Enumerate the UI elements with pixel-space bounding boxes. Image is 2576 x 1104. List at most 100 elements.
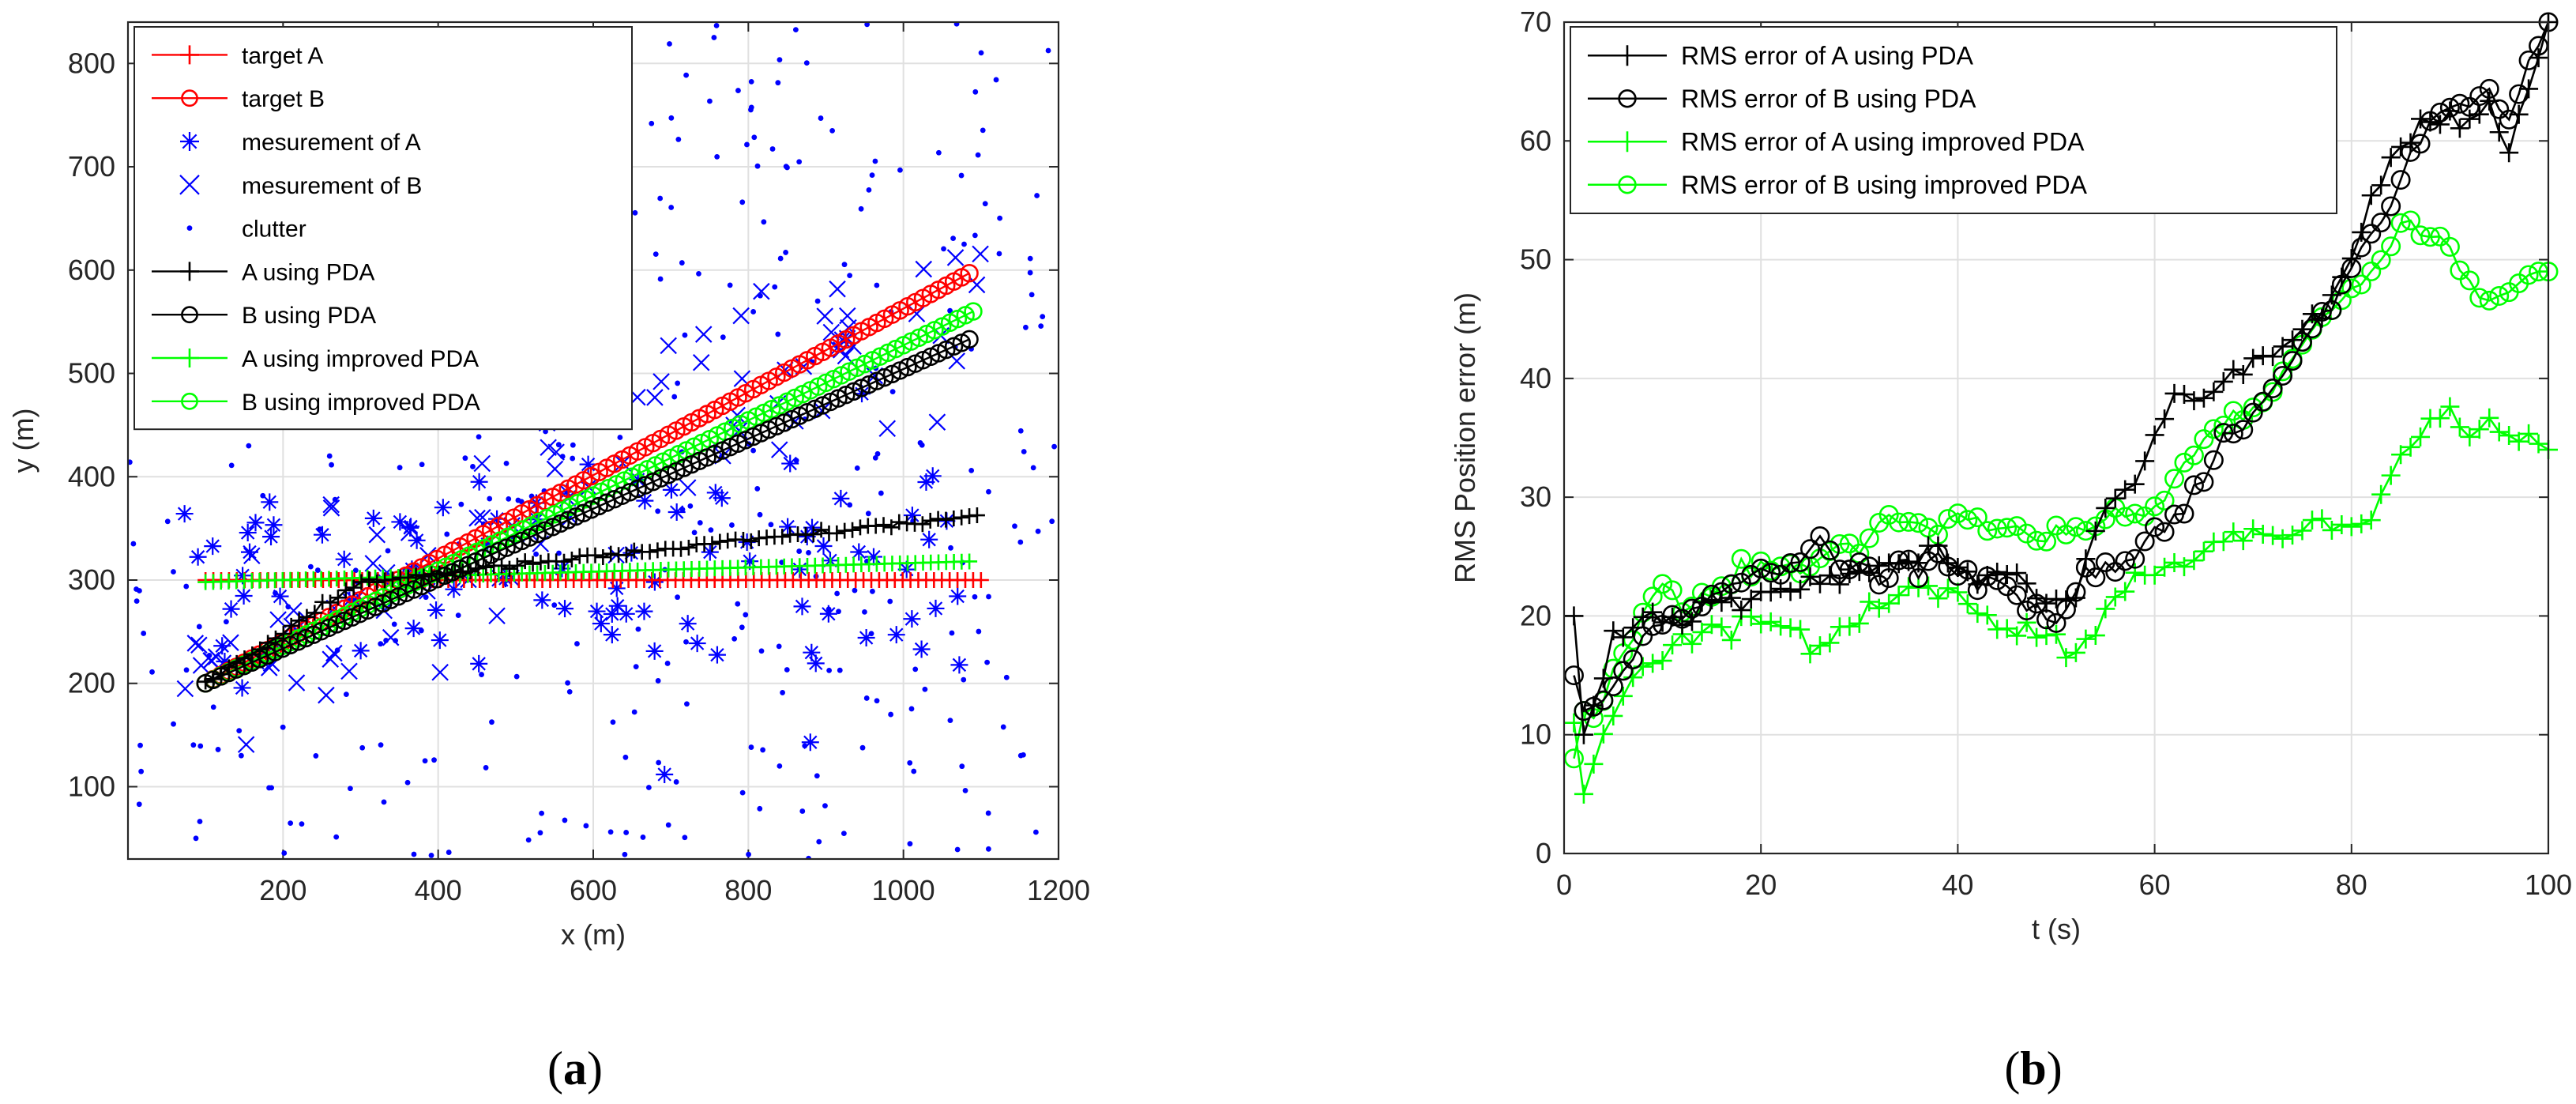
clutter-point bbox=[947, 307, 953, 314]
clutter-point bbox=[908, 706, 915, 712]
measurement-a-point bbox=[404, 620, 423, 638]
series-point bbox=[1574, 784, 1593, 804]
x-tick-label: 800 bbox=[724, 874, 772, 906]
series-point bbox=[1662, 580, 1683, 601]
clutter-point bbox=[775, 80, 781, 86]
measurement-b-point bbox=[322, 495, 340, 514]
clutter-point bbox=[841, 262, 848, 268]
series-point bbox=[1781, 618, 1800, 638]
series-point bbox=[1810, 526, 1830, 546]
panel-label-part: ) bbox=[587, 1042, 603, 1095]
clutter-point bbox=[391, 621, 397, 627]
clutter-point bbox=[806, 549, 811, 556]
series-point bbox=[2047, 624, 2066, 644]
series-point bbox=[1967, 507, 1987, 528]
series-point bbox=[1957, 594, 1977, 614]
clutter-point bbox=[428, 853, 434, 858]
series-point bbox=[2361, 261, 2382, 281]
measurement-a-point bbox=[335, 550, 353, 568]
clutter-point bbox=[691, 529, 698, 536]
clutter-point bbox=[238, 752, 244, 759]
clutter-point bbox=[565, 680, 571, 686]
track-point bbox=[626, 542, 642, 559]
series-point bbox=[2134, 531, 2155, 552]
track-point bbox=[867, 518, 884, 534]
legend-label: mesurement of B bbox=[242, 173, 422, 199]
clutter-point bbox=[874, 698, 880, 704]
x-axis-label: x (m) bbox=[561, 918, 626, 951]
series-point bbox=[2439, 236, 2460, 257]
clutter-point bbox=[799, 808, 806, 814]
measurement-b-point bbox=[816, 307, 834, 325]
series-point bbox=[2381, 236, 2401, 257]
series-point bbox=[2125, 563, 2145, 582]
clutter-point bbox=[539, 810, 544, 816]
measurement-a-point bbox=[271, 587, 289, 605]
measurement-a-point bbox=[431, 631, 449, 650]
legend-marker bbox=[180, 349, 199, 367]
track-point bbox=[852, 519, 868, 536]
measurement-a-point bbox=[656, 765, 674, 783]
series-point bbox=[1840, 563, 1860, 583]
series-point bbox=[2302, 304, 2322, 324]
series-point bbox=[1771, 579, 1791, 599]
series-point bbox=[2371, 213, 2391, 233]
measurement-a-point bbox=[814, 537, 833, 555]
clutter-point bbox=[735, 88, 741, 93]
clutter-point bbox=[675, 594, 680, 601]
y-tick-label: 500 bbox=[68, 357, 115, 390]
legend-label: mesurement of A bbox=[242, 130, 421, 156]
series-point bbox=[2145, 425, 2164, 445]
clutter-point bbox=[754, 163, 761, 169]
measurement-a-point bbox=[803, 643, 821, 661]
measurement-b-point bbox=[928, 413, 946, 431]
clutter-point bbox=[171, 721, 176, 727]
clutter-point bbox=[869, 172, 875, 179]
clutter-point bbox=[834, 590, 840, 597]
clutter-point bbox=[748, 744, 754, 750]
series-point bbox=[2489, 422, 2509, 442]
measurement-a-point bbox=[668, 503, 686, 522]
series-point bbox=[2036, 593, 2056, 613]
track-point bbox=[735, 532, 751, 548]
clutter-point bbox=[972, 232, 978, 239]
series-point bbox=[1731, 572, 1751, 593]
series-point bbox=[1692, 622, 1712, 642]
series-point bbox=[2273, 529, 2292, 548]
series-point bbox=[1957, 562, 1977, 582]
series-point bbox=[1889, 586, 1908, 605]
clutter-point bbox=[697, 520, 703, 526]
chart-b: 0 20 40 60 80 100 0 10 20 30 40 50 60 70 t (s) RMS Posi… bbox=[1449, 6, 2572, 945]
measurement-a-point bbox=[781, 454, 799, 473]
clutter-point bbox=[280, 724, 286, 730]
clutter-point bbox=[907, 841, 913, 847]
x-tick-label: 60 bbox=[2139, 869, 2171, 901]
series-point bbox=[2174, 385, 2194, 405]
series-point bbox=[2145, 496, 2165, 517]
clutter-point bbox=[533, 551, 539, 557]
clutter-point bbox=[962, 788, 968, 793]
clutter-point bbox=[972, 593, 978, 600]
clutter-point bbox=[675, 137, 682, 142]
series-point bbox=[2243, 402, 2263, 423]
measurement-a-point bbox=[688, 635, 706, 653]
measurement-a-point bbox=[401, 518, 419, 537]
series-point bbox=[2263, 347, 2283, 367]
measurement-a-point bbox=[701, 543, 719, 561]
measurement-b-point bbox=[400, 524, 418, 541]
measurement-a-point bbox=[645, 573, 664, 591]
measurement-b-point bbox=[660, 337, 677, 355]
clutter-point bbox=[862, 609, 867, 615]
series-point bbox=[2253, 524, 2273, 544]
clutter-point bbox=[196, 624, 202, 630]
clutter-point bbox=[171, 569, 176, 575]
track-point bbox=[329, 590, 346, 606]
series-point bbox=[2155, 409, 2175, 429]
series-point bbox=[1977, 521, 1998, 541]
series-point bbox=[2164, 552, 2184, 572]
measurement-a-point bbox=[588, 602, 606, 620]
legend-marker bbox=[179, 175, 200, 195]
clutter-point bbox=[1021, 449, 1027, 454]
legend: target A target B mesurement of A mesuremen… bbox=[134, 26, 633, 431]
measurement-b-point bbox=[431, 663, 449, 681]
